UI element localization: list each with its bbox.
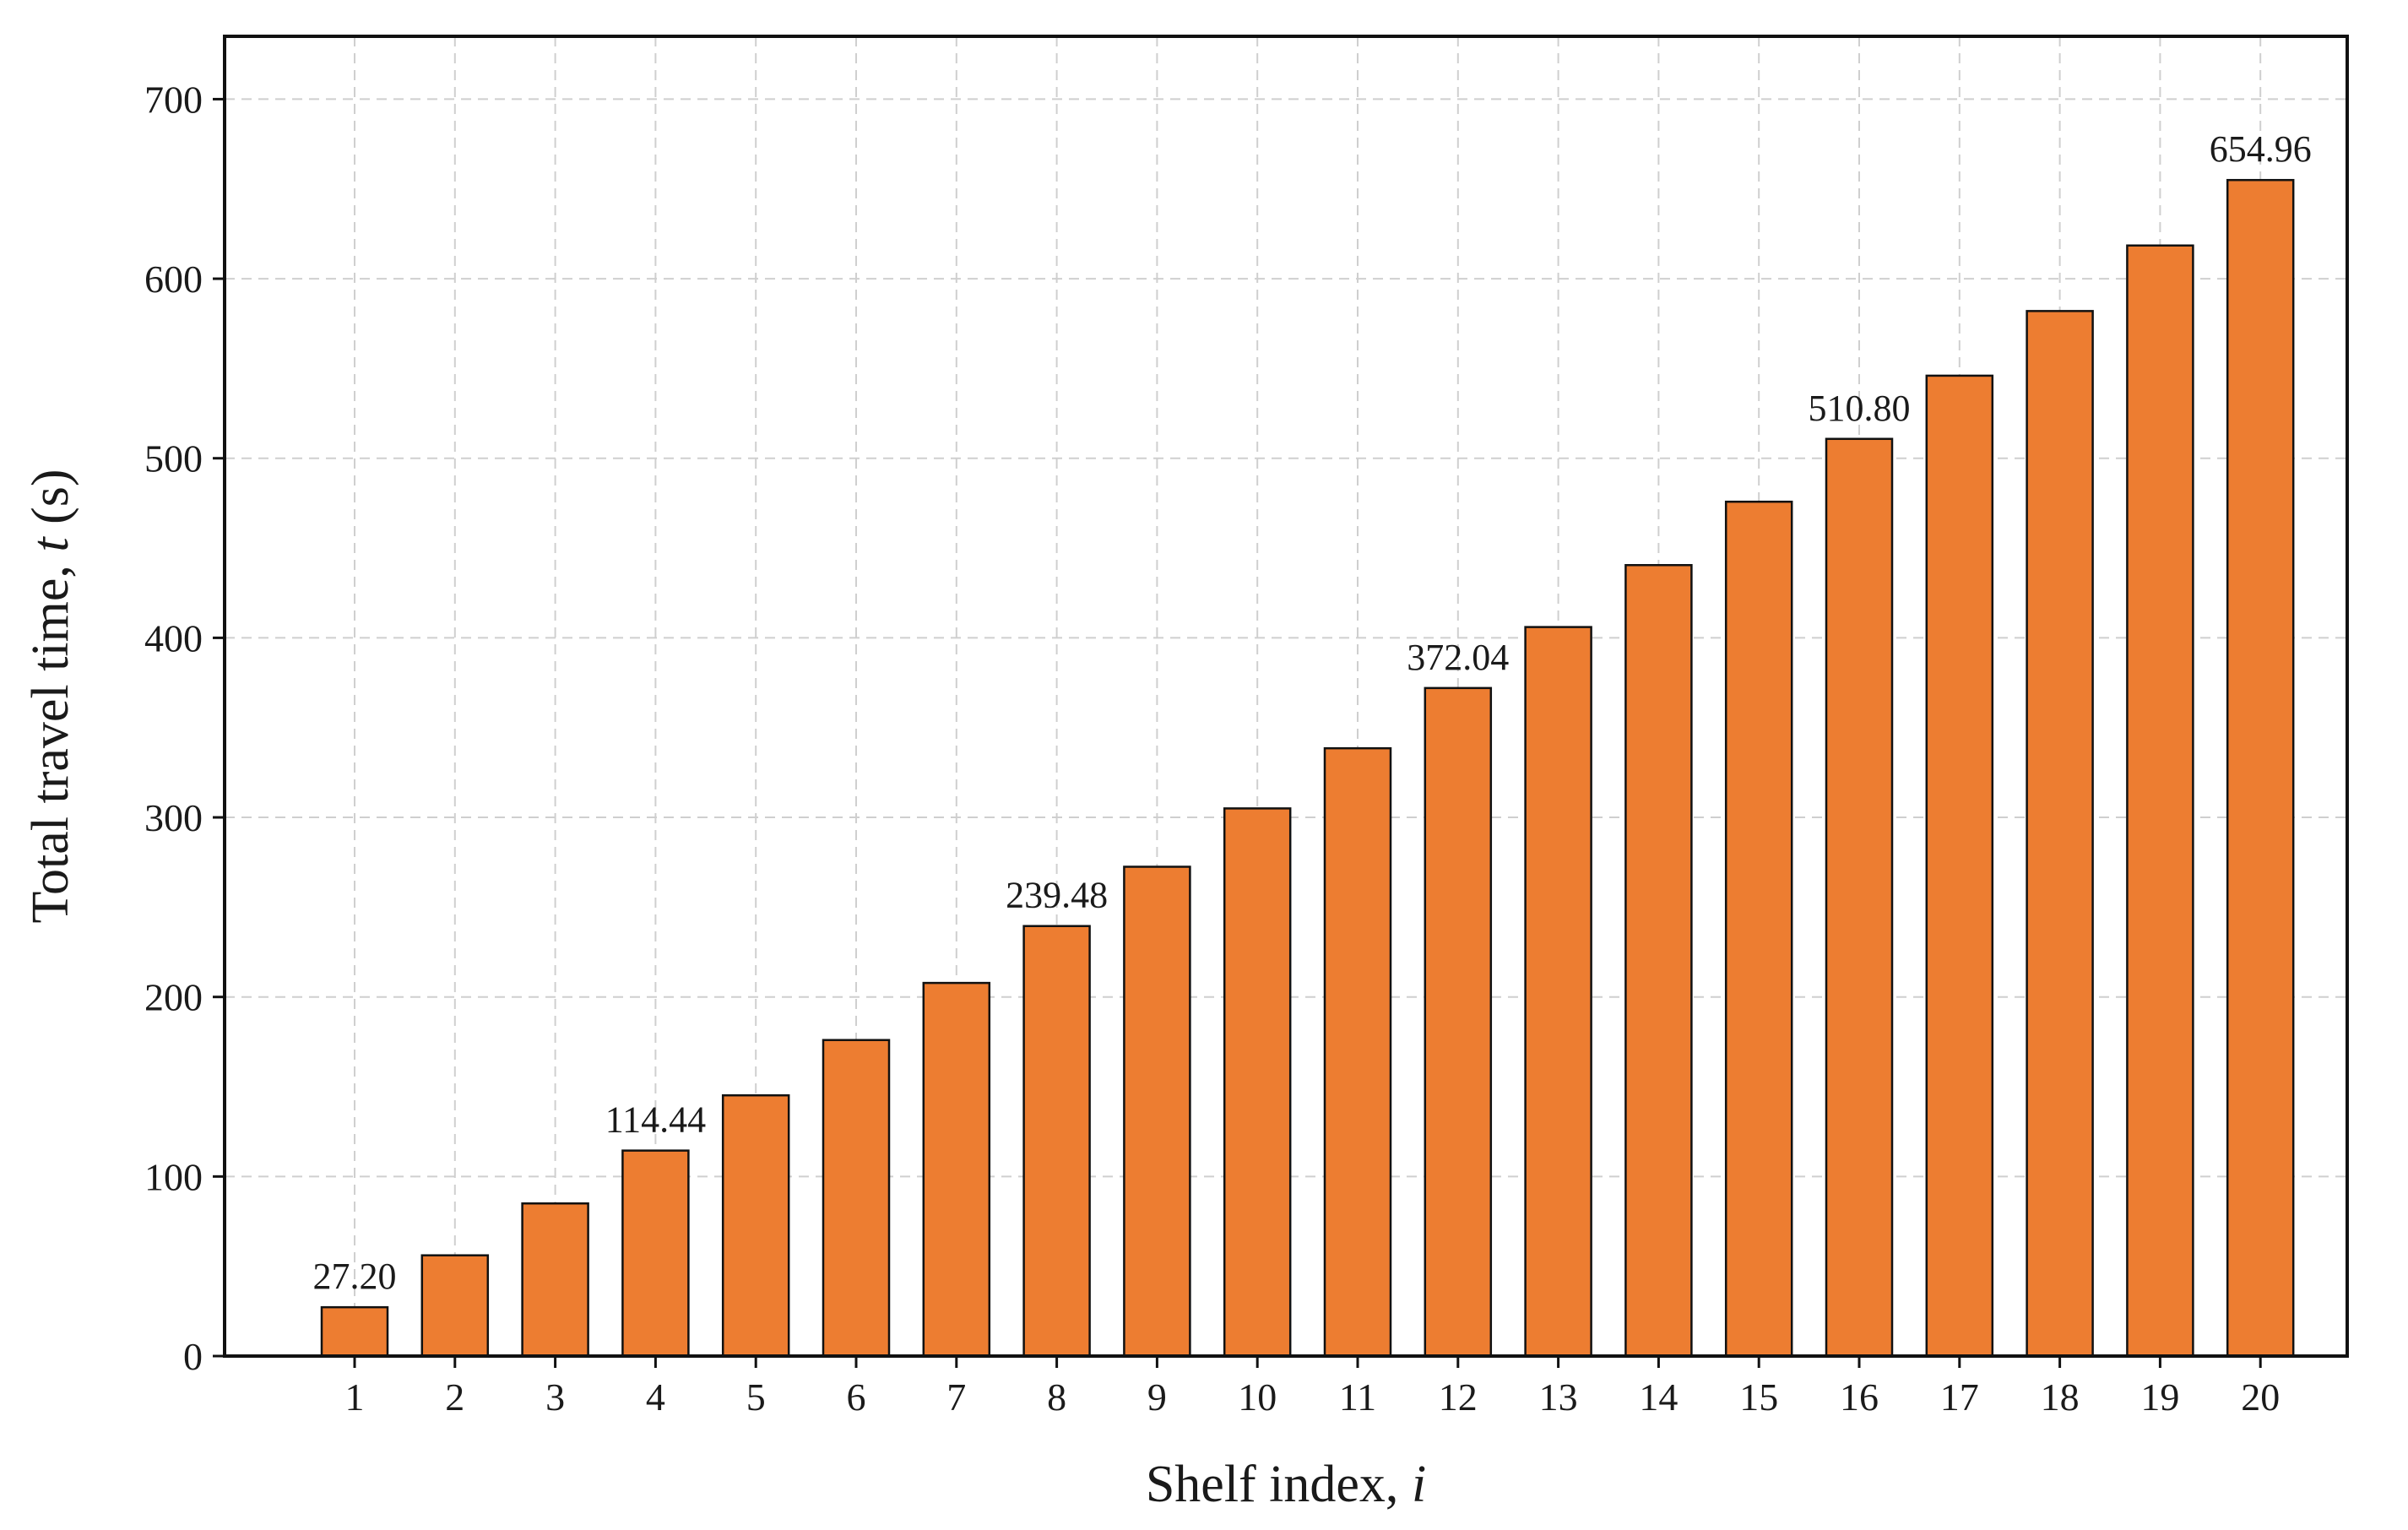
y-tick-label: 300 [144, 796, 203, 839]
y-tick-label: 600 [144, 258, 203, 301]
x-axis-title-variable: i [1412, 1456, 1426, 1513]
x-tick-label: 18 [2041, 1375, 2080, 1419]
x-tick-label: 14 [1639, 1375, 1678, 1419]
y-axis-title: Total travel time, t (s) [22, 469, 79, 924]
bar-14 [1624, 564, 1693, 1358]
bar-1 [320, 1305, 389, 1358]
y-tick-label: 400 [144, 616, 203, 659]
x-tick-label: 1 [345, 1375, 365, 1419]
bars [320, 178, 2295, 1358]
bar-20 [2226, 178, 2295, 1358]
x-tick-label: 5 [746, 1375, 766, 1419]
y-axis-title-variable: t [22, 536, 79, 552]
x-tick-label: 16 [1840, 1375, 1879, 1419]
x-axis-title-text: Shelf index, [1146, 1456, 1412, 1513]
x-tick-label: 15 [1739, 1375, 1778, 1419]
data-label-1: 27.20 [313, 1256, 397, 1297]
y-tick-label: 500 [144, 437, 203, 480]
bar-7 [922, 981, 991, 1358]
bar-6 [822, 1039, 891, 1358]
x-tick-label: 9 [1147, 1375, 1167, 1419]
bar-11 [1323, 746, 1392, 1358]
x-tick-label: 17 [1940, 1375, 1979, 1419]
bar-9 [1123, 865, 1191, 1358]
bar-16 [1825, 437, 1894, 1358]
y-axis-title-text: Total travel time, [22, 552, 79, 924]
x-tick-label: 11 [1339, 1375, 1376, 1419]
data-label-8: 239.48 [1006, 875, 1108, 916]
x-tick-label: 12 [1439, 1375, 1478, 1419]
plot-frame [223, 35, 2349, 1358]
x-tick-label: 8 [1047, 1375, 1066, 1419]
x-tick-label: 3 [545, 1375, 565, 1419]
data-labels: 27.20 114.44 239.48 372.04 510.80 654.96 [313, 128, 2312, 1297]
x-tick-label: 13 [1539, 1375, 1578, 1419]
bar-15 [1724, 500, 1793, 1358]
x-tick-label: 10 [1238, 1375, 1277, 1419]
bar-19 [2126, 244, 2194, 1358]
bar-17 [1925, 374, 1994, 1358]
y-axis-title-unit: (s) [22, 469, 79, 538]
x-tick-label: 19 [2140, 1375, 2179, 1419]
y-tick-label: 100 [144, 1155, 203, 1198]
x-tick-label: 4 [646, 1375, 665, 1419]
bar-4 [621, 1149, 690, 1358]
bar-10 [1223, 807, 1292, 1358]
x-tick-label: 2 [445, 1375, 464, 1419]
bar-13 [1524, 626, 1592, 1358]
data-label-20: 654.96 [2210, 128, 2312, 170]
y-tick-label: 700 [144, 78, 203, 121]
x-tick-label: 7 [946, 1375, 966, 1419]
bar-5 [721, 1093, 790, 1358]
data-label-12: 372.04 [1407, 637, 1509, 678]
bar-12 [1424, 686, 1493, 1358]
y-tick-label: 0 [183, 1335, 203, 1378]
bar-18 [2026, 310, 2094, 1358]
x-tick-label: 6 [847, 1375, 866, 1419]
bar-8 [1022, 925, 1091, 1358]
x-tick-label: 20 [2241, 1375, 2280, 1419]
data-label-4: 114.44 [605, 1099, 706, 1141]
bar-3 [521, 1202, 589, 1358]
y-tick-label: 200 [144, 976, 203, 1019]
bar-2 [420, 1254, 490, 1358]
x-axis-title: Shelf index, i [1146, 1456, 1426, 1513]
data-label-16: 510.80 [1809, 388, 1911, 429]
